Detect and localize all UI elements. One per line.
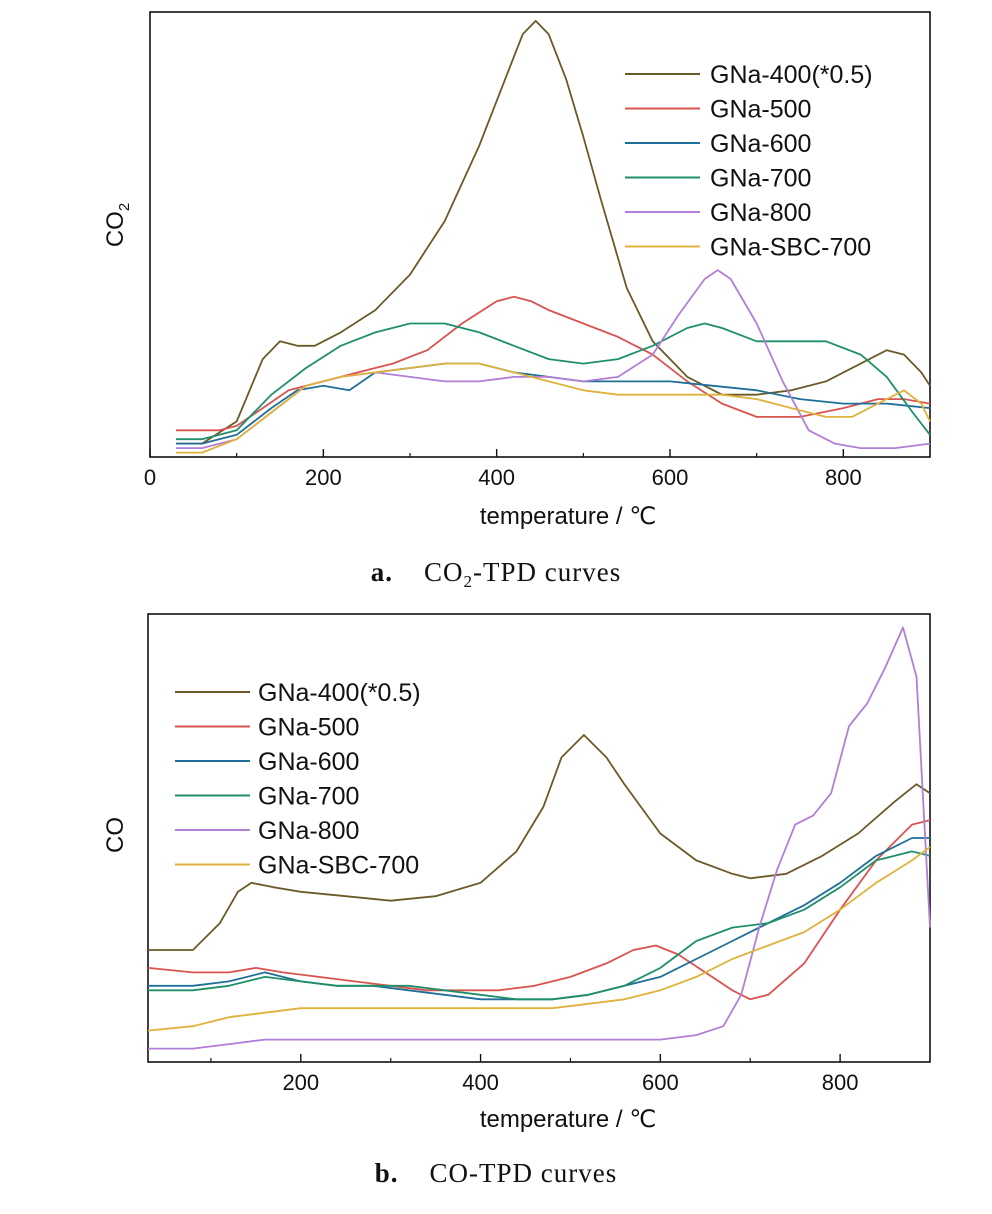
x-tick-label: 200 — [282, 1070, 319, 1095]
series-line-gna-sbc-700 — [147, 846, 931, 1032]
y-axis-label: CO2 — [102, 203, 133, 247]
legend-label: GNa-SBC-700 — [710, 234, 871, 262]
chart-b: 200 400 600 800 CO temperature / ℃ GNa-400(*0.… — [102, 613, 931, 1188]
y-axis-label: CO — [102, 817, 129, 853]
x-axis-label: temperature / ℃ — [480, 503, 656, 530]
x-tick-label: 400 — [462, 1070, 499, 1095]
legend-label: GNa-500 — [258, 714, 359, 742]
series-line-gna-400-0-5- — [148, 734, 931, 951]
legend-label: GNa-800 — [258, 817, 359, 845]
series-line-gna-800 — [148, 626, 931, 1050]
x-axis-label: temperature / ℃ — [480, 1106, 656, 1133]
series-line-gna-sbc-700 — [176, 362, 931, 454]
plot-frame — [149, 11, 931, 458]
legend-label: GNa-700 — [710, 165, 811, 193]
legend-label: GNa-400(*0.5) — [710, 61, 873, 89]
series-line-gna-600 — [176, 362, 931, 445]
legend-label: GNa-SBC-700 — [258, 852, 419, 880]
x-tick-label: 600 — [652, 465, 689, 490]
x-tick-label: 200 — [305, 465, 342, 490]
x-tick-label: 800 — [825, 465, 862, 490]
series-line-gna-500 — [147, 819, 931, 1001]
legend-label: GNa-400(*0.5) — [258, 679, 421, 707]
figure-caption: a. CO2-TPD curves — [371, 557, 621, 591]
legend-label: GNa-600 — [258, 748, 359, 776]
x-tick-label: 800 — [822, 1070, 859, 1095]
x-tick-label: 400 — [478, 465, 515, 490]
figure-caption: b. CO-TPD curves — [375, 1158, 618, 1188]
x-tick-label: 600 — [642, 1070, 679, 1095]
x-tick-label: 0 — [144, 465, 156, 490]
legend-label: GNa-500 — [710, 96, 811, 124]
series-line-gna-400-0-5- — [176, 20, 931, 445]
series-line-gna-700 — [148, 850, 931, 1001]
legend-label: GNa-800 — [710, 199, 811, 227]
legend-label: GNa-600 — [710, 130, 811, 158]
series-line-gna-500 — [176, 295, 931, 432]
series-line-gna-700 — [176, 322, 931, 441]
chart-a: 0 200 400 600 800 CO2 temperature / ℃ GNa-400(*… — [102, 11, 931, 591]
legend-label: GNa-700 — [258, 783, 359, 811]
